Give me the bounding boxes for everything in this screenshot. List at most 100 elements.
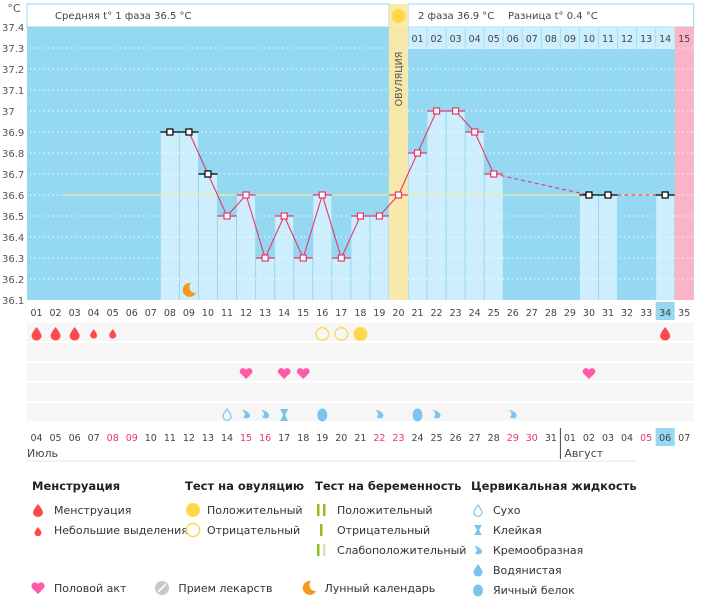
moon-icon [182, 282, 196, 297]
two-lines-icon [315, 502, 337, 518]
heart-icon [239, 368, 253, 379]
today-cycle-day-highlight [655, 302, 675, 320]
luteal-day-label: 13 [640, 34, 652, 45]
legend-item-menstruation: Менструация [32, 500, 188, 520]
cycle-day-label: 12 [240, 308, 252, 319]
y-tick-label: 36.4 [2, 233, 24, 244]
temp-bar [351, 216, 370, 300]
legend-item-ovulation-positive: Положительный [185, 500, 304, 520]
legend-pregnancy-test: Тест на беременность Положительный Отриц… [315, 479, 466, 560]
temp-point [299, 254, 307, 262]
date-label: 08 [107, 433, 119, 444]
cycle-day-label: 17 [335, 308, 347, 319]
legend-item-pregnancy-positive: Положительный [315, 500, 466, 520]
ovulation-test-positive-icon [353, 327, 368, 341]
cycle-day-label: 19 [373, 308, 385, 319]
temp-bar [198, 174, 217, 300]
date-label: 15 [240, 433, 252, 444]
cycle-day-label: 16 [316, 308, 328, 319]
legend-ovulation-title: Тест на овуляцию [185, 479, 305, 493]
y-tick-label: 36.9 [2, 128, 24, 139]
cycle-day-label: 03 [69, 308, 81, 319]
legend-item-moon: Лунный календарь [301, 580, 435, 596]
cycle-day-label: 11 [221, 308, 233, 319]
date-label: 22 [373, 433, 385, 444]
month-label: Август [564, 447, 603, 460]
legend-item-pregnancy-negative: Отрицательный [315, 520, 466, 540]
legend-ovulation-test: Тест на овуляцию Положительный Отрицател… [185, 479, 304, 540]
y-tick-label: 36.1 [2, 296, 24, 307]
moon-icon [302, 580, 316, 595]
cycle-day-label: 32 [621, 308, 633, 319]
legend-menstruation: Менструация Менструация Небольшие выделе… [32, 479, 188, 540]
luteal-day-label: 07 [526, 34, 538, 45]
y-tick-label: 36.7 [2, 170, 24, 181]
temp-bar [275, 216, 294, 300]
marker-row-bg [27, 403, 694, 421]
temp-point [452, 107, 460, 115]
temp-bar [408, 153, 427, 300]
luteal-day-label: 01 [411, 34, 423, 45]
date-label: 02 [583, 433, 595, 444]
temp-bar [237, 195, 256, 300]
cycle-day-label: 09 [183, 308, 195, 319]
legend-menstruation-title: Менструация [32, 479, 121, 493]
sticky-icon [471, 522, 493, 538]
heart-icon [277, 368, 291, 379]
dry-drop-icon [471, 502, 493, 518]
legend-item-pregnancy-weak: Слабоположительный [315, 540, 466, 560]
temp-point [223, 212, 231, 220]
next-period-column [674, 27, 694, 300]
legend-pregnancy-title: Тест на беременность [315, 479, 462, 493]
y-tick-label: 36.5 [2, 212, 24, 223]
date-label: 11 [164, 433, 176, 444]
date-label: 26 [450, 433, 462, 444]
empty-circle-icon [185, 522, 207, 538]
date-label: 27 [469, 433, 481, 444]
faint-lines-icon [315, 542, 337, 558]
temp-point [661, 191, 669, 199]
date-label: 25 [431, 433, 443, 444]
y-tick-label: 37.3 [2, 44, 24, 55]
date-label: 01 [564, 433, 576, 444]
cervical-creamy-icon [242, 410, 251, 419]
temp-bar [218, 216, 237, 300]
legend-item-eggwhite: Яичный белок [471, 580, 637, 600]
temp-point [432, 107, 441, 115]
cycle-day-label: 04 [88, 308, 100, 319]
temp-point [261, 254, 269, 262]
blood-drop-icon [660, 327, 671, 341]
cervical-creamy-icon [432, 410, 441, 419]
today-date-highlight [655, 428, 675, 446]
date-label: 13 [202, 433, 214, 444]
cervical-eggwhite-icon [412, 408, 423, 422]
blood-drop-icon [31, 327, 42, 341]
heart-icon [31, 582, 45, 594]
luteal-day-label: 08 [545, 34, 557, 45]
date-label: 07 [88, 433, 100, 444]
temp-point [318, 191, 326, 199]
y-unit-label: °C [7, 2, 21, 15]
y-tick-label: 37.1 [2, 86, 24, 97]
blood-drop-icon [69, 327, 80, 341]
cycle-day-label: 05 [107, 308, 119, 319]
luteal-day-label: 05 [488, 34, 500, 45]
creamy-drop-icon [471, 542, 493, 558]
bbt-chart: °C Средняя t° 1 фаза 36.5 °C 2 фаза 36.9 °… [2, 2, 695, 462]
date-label: 09 [126, 433, 138, 444]
y-tick-label: 36.2 [2, 275, 24, 286]
eggwhite-drop-icon [471, 582, 493, 598]
blood-drop-icon [109, 329, 117, 339]
y-tick-label: 36.6 [2, 191, 24, 202]
cycle-day-label: 20 [392, 308, 404, 319]
marker-row-bg [27, 363, 694, 381]
date-label: 04 [621, 433, 633, 444]
luteal-day-label: 06 [507, 34, 519, 45]
cycle-day-label: 35 [678, 308, 690, 319]
date-label: 19 [316, 433, 328, 444]
temp-point [490, 170, 498, 178]
luteal-day-label: 11 [602, 34, 614, 45]
watery-drop-icon [471, 562, 493, 578]
date-label: 21 [354, 433, 366, 444]
legend-cervical-fluid: Цервикальная жидкость Сухо Клейкая Кремо… [471, 479, 637, 600]
